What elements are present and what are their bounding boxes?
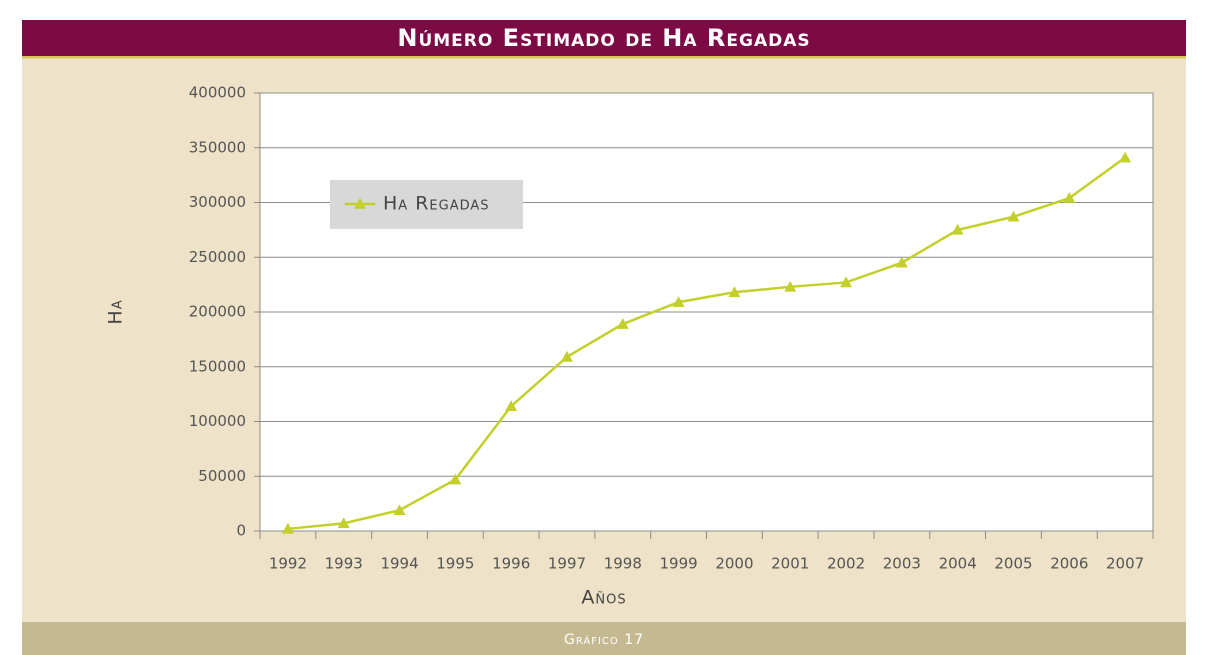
x-tick-label: 1994 [380,555,418,573]
y-tick-label: 0 [236,522,246,540]
x-tick-label: 2003 [883,555,921,573]
title-bar [22,20,1186,57]
y-tick-label: 400000 [189,84,246,102]
x-tick-label: 1995 [436,555,474,573]
y-tick-label: 200000 [189,303,246,321]
x-tick-label: 1996 [492,555,530,573]
data-point [505,400,518,411]
x-tick-label: 2004 [939,555,977,573]
x-axis-label: Años [581,587,626,609]
y-axis-label: Ha [105,299,127,324]
x-tick-label: 2005 [994,555,1032,573]
caption-bar [22,622,1186,655]
data-point [951,223,964,235]
data-point [616,318,629,329]
chart-title: Número Estimado de Ha Regadas [397,24,810,52]
x-tick-label: 2001 [771,555,809,573]
data-point [728,286,741,298]
series-line [287,156,1126,531]
data-point [337,517,350,529]
x-tick-label: 1993 [325,555,363,573]
x-tick-label: 1992 [269,555,307,573]
x-tick-label: 2002 [827,555,865,573]
data-point [449,473,462,485]
x-tick-label: 2006 [1050,555,1088,573]
data-point [672,296,685,307]
x-tick-label: 1998 [604,555,642,573]
legend-marker [354,198,366,209]
data-point [895,256,908,268]
y-tick-label: 300000 [189,193,246,211]
caption: Gráfico 17 [564,632,644,648]
y-tick-label: 350000 [189,138,246,156]
x-tick-label: 2007 [1106,555,1144,573]
data-point [1119,151,1132,163]
x-tick-label: 1999 [660,555,698,573]
data-point [784,280,797,292]
data-point [393,504,406,515]
y-tick-label: 150000 [189,357,246,375]
data-point [1007,210,1020,222]
y-tick-label: 100000 [189,412,246,430]
data-point [281,522,294,534]
x-tick-label: 1997 [548,555,586,573]
x-tick-label: 2000 [715,555,753,573]
legend-label: Ha Regadas [383,193,490,215]
title-underline [22,56,1186,59]
y-tick-label: 50000 [198,467,246,485]
data-point [1063,192,1076,203]
data-point [840,276,853,288]
y-tick-label: 250000 [189,248,246,266]
data-point [560,350,573,362]
